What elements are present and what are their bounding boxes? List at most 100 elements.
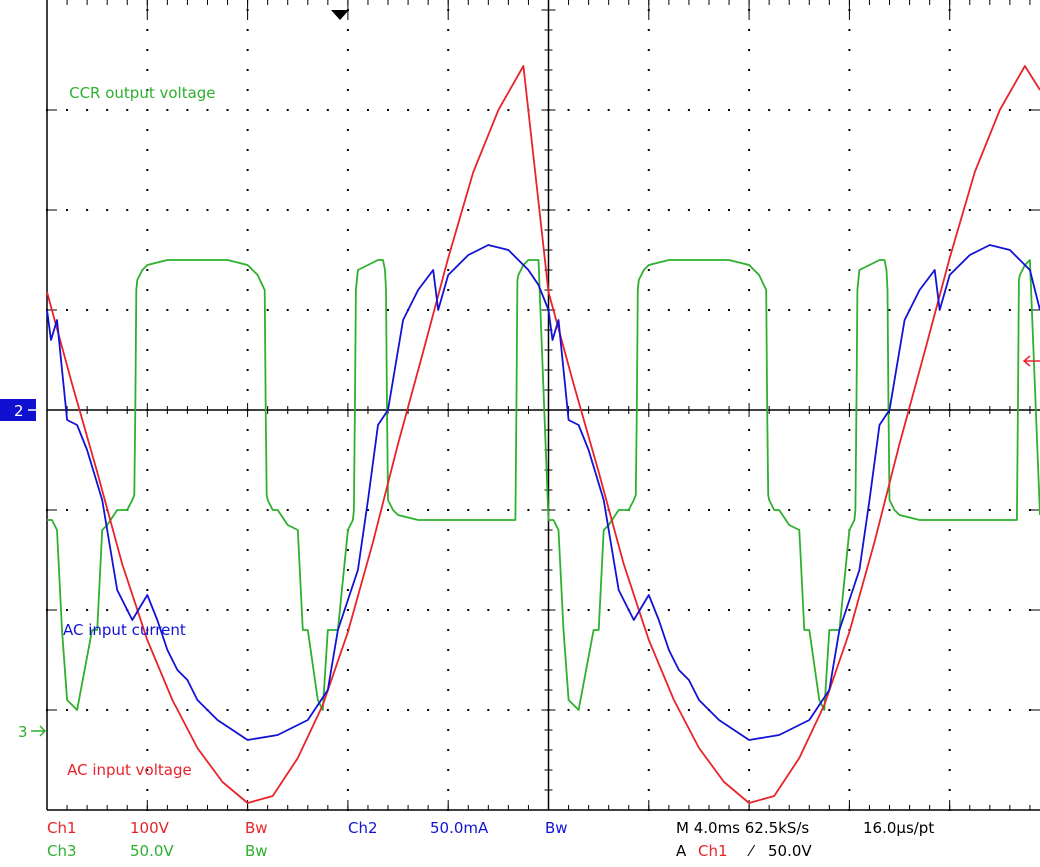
grid-dot bbox=[928, 709, 931, 711]
grid-dot bbox=[707, 109, 710, 111]
grid-dot bbox=[928, 609, 931, 611]
grid-dot bbox=[447, 49, 450, 51]
timebase-readout[interactable]: M 4.0ms 62.5kS/s bbox=[676, 819, 809, 837]
grid-dot bbox=[146, 269, 149, 271]
grid-dot bbox=[246, 89, 249, 91]
grid-dot bbox=[507, 709, 510, 711]
grid-dot bbox=[687, 209, 690, 211]
grid-dot bbox=[948, 109, 951, 111]
trigger-slope-icon[interactable]: ⁄ bbox=[747, 842, 756, 860]
grid-dot bbox=[808, 709, 811, 711]
grid-dot bbox=[567, 709, 570, 711]
grid-dot bbox=[447, 589, 450, 591]
grid-dot bbox=[146, 689, 149, 691]
grid-dot bbox=[647, 29, 650, 31]
grid-dot bbox=[326, 709, 329, 711]
grid-dot bbox=[647, 489, 650, 491]
channel-markers: 2 3 bbox=[0, 10, 1040, 741]
grid-dot bbox=[748, 129, 751, 131]
grid-dot bbox=[346, 349, 349, 351]
ch3-scale[interactable]: 50.0V bbox=[130, 842, 174, 860]
grid-dot bbox=[647, 169, 650, 171]
grid-dot bbox=[306, 109, 309, 111]
grid-dot bbox=[146, 349, 149, 351]
grid-dot bbox=[948, 709, 951, 711]
grid-dot bbox=[226, 509, 229, 511]
grid-dot bbox=[266, 609, 269, 611]
grid-dot bbox=[808, 109, 811, 111]
ch3-bandwidth-limit: Bw bbox=[245, 842, 268, 860]
grid-dot bbox=[748, 709, 751, 711]
grid-dot bbox=[146, 289, 149, 291]
grid-dot bbox=[447, 89, 450, 91]
grid-dot bbox=[808, 209, 811, 211]
grid-dot bbox=[707, 209, 710, 211]
grid-dot bbox=[748, 789, 751, 791]
graticule bbox=[46, 0, 1040, 811]
grid-dot bbox=[86, 309, 89, 311]
grid-dot bbox=[346, 189, 349, 191]
ch1-label[interactable]: Ch1 bbox=[47, 819, 77, 837]
grid-dot bbox=[387, 209, 390, 211]
grid-dot bbox=[848, 789, 851, 791]
grid-dot bbox=[627, 209, 630, 211]
grid-dot bbox=[948, 269, 951, 271]
grid-dot bbox=[1028, 309, 1031, 311]
grid-dot bbox=[748, 289, 751, 291]
grid-dot bbox=[387, 109, 390, 111]
ch1-scale[interactable]: 100V bbox=[130, 819, 170, 837]
grid-dot bbox=[86, 109, 89, 111]
grid-dot bbox=[647, 589, 650, 591]
grid-dot bbox=[1008, 209, 1011, 211]
grid-dot bbox=[647, 649, 650, 651]
trigger-channel[interactable]: Ch1 bbox=[698, 842, 728, 860]
grid-dot bbox=[667, 109, 670, 111]
ch2-label[interactable]: Ch2 bbox=[348, 819, 378, 837]
grid-dot bbox=[246, 209, 249, 211]
grid-dot bbox=[447, 529, 450, 531]
grid-dot bbox=[146, 69, 149, 71]
grid-dot bbox=[346, 149, 349, 151]
grid-dot bbox=[246, 529, 249, 531]
grid-dot bbox=[647, 269, 650, 271]
grid-dot bbox=[848, 429, 851, 431]
grid-dot bbox=[146, 369, 149, 371]
status-bar: Ch1 100V Bw Ch2 50.0mA Bw M 4.0ms 62.5kS… bbox=[47, 819, 934, 860]
grid-dot bbox=[687, 309, 690, 311]
grid-dot bbox=[728, 109, 731, 111]
grid-dot bbox=[647, 709, 650, 711]
ch3-ground-marker[interactable]: 3 bbox=[18, 723, 47, 741]
grid-dot bbox=[447, 609, 450, 611]
grid-dot bbox=[647, 89, 650, 91]
grid-dot bbox=[587, 209, 590, 211]
grid-dot bbox=[848, 249, 851, 251]
grid-dot bbox=[146, 449, 149, 451]
trigger-level[interactable]: 50.0V bbox=[768, 842, 812, 860]
series-line-ac-input-current bbox=[46, 244, 1040, 741]
grid-dot bbox=[888, 709, 891, 711]
grid-dot bbox=[928, 509, 931, 511]
grid-dot bbox=[948, 189, 951, 191]
grid-dot bbox=[447, 769, 450, 771]
grid-dot bbox=[246, 469, 249, 471]
grid-dot bbox=[166, 509, 169, 511]
grid-dot bbox=[748, 229, 751, 231]
grid-dot bbox=[206, 609, 209, 611]
grid-dot bbox=[447, 569, 450, 571]
grid-dot bbox=[948, 209, 951, 211]
grid-dot bbox=[748, 69, 751, 71]
ch2-scale[interactable]: 50.0mA bbox=[430, 819, 489, 837]
grid-dot bbox=[146, 729, 149, 731]
grid-dot bbox=[768, 309, 771, 311]
grid-dot bbox=[988, 309, 991, 311]
grid-dot bbox=[828, 209, 831, 211]
grid-dot bbox=[948, 89, 951, 91]
grid-dot bbox=[848, 729, 851, 731]
grid-dot bbox=[567, 309, 570, 311]
ch1-trigger-level-arrow-icon[interactable] bbox=[1022, 355, 1040, 367]
trigger-position-icon[interactable] bbox=[331, 10, 349, 20]
ch3-label[interactable]: Ch3 bbox=[47, 842, 77, 860]
grid-dot bbox=[246, 609, 249, 611]
ch2-ground-marker[interactable]: 2 bbox=[0, 399, 46, 421]
grid-dot bbox=[848, 609, 851, 611]
